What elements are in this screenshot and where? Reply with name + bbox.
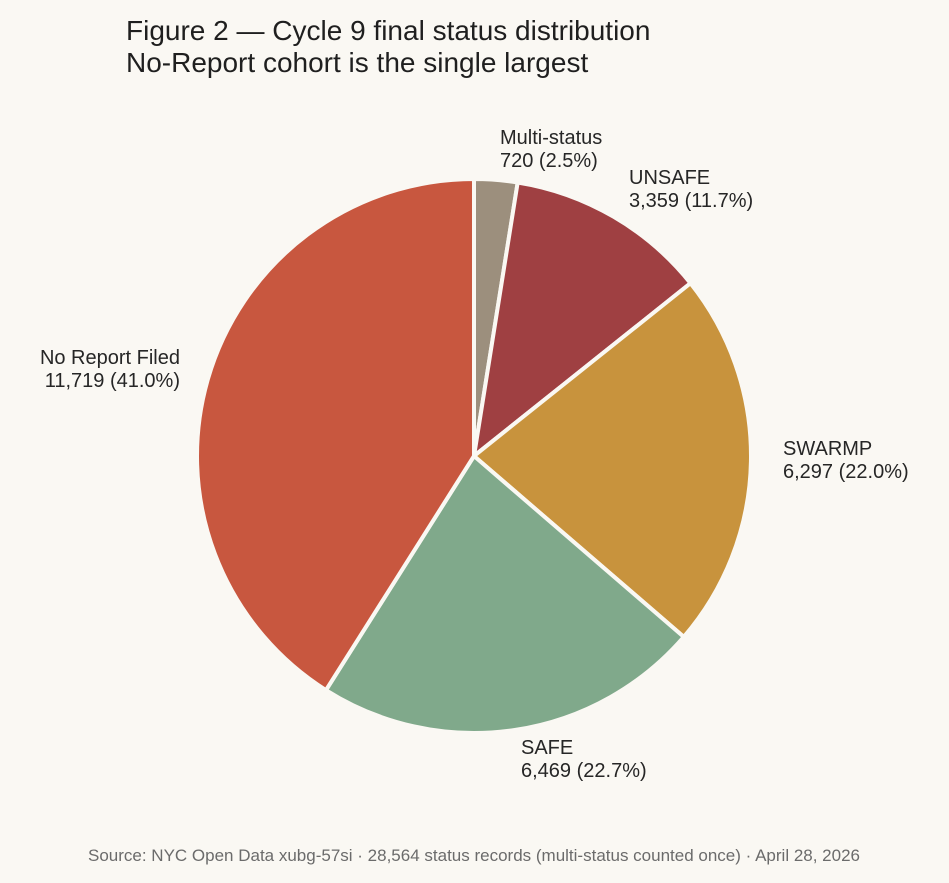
pie-slice-unsafe xyxy=(472,180,693,458)
chart-source: Source: NYC Open Data xubg-57si · 28,564… xyxy=(88,846,860,865)
chart-subtitle: No-Report cohort is the single largest xyxy=(126,47,588,78)
pie-slices xyxy=(195,177,753,735)
slice-labels: Multi-status 720 (2.5%) UNSAFE 3,359 (11.7%… xyxy=(40,127,909,782)
slice-label-no-report-filed: No Report Filed 11,719 (41.0%) xyxy=(40,347,180,392)
chart-title: Figure 2 — Cycle 9 final status distribu… xyxy=(126,15,650,46)
slice-label-swarmp: SWARMP 6,297 (22.0%) xyxy=(783,438,909,483)
slice-label-unsafe: UNSAFE 3,359 (11.7%) xyxy=(629,167,753,212)
slice-label-multi-status: Multi-status 720 (2.5%) xyxy=(500,127,602,172)
pie-slice-no-report-filed xyxy=(195,177,476,693)
pie-slice-swarmp xyxy=(472,281,753,639)
pie-slice-safe xyxy=(323,454,686,735)
slice-label-safe: SAFE 6,469 (22.7%) xyxy=(521,737,647,782)
